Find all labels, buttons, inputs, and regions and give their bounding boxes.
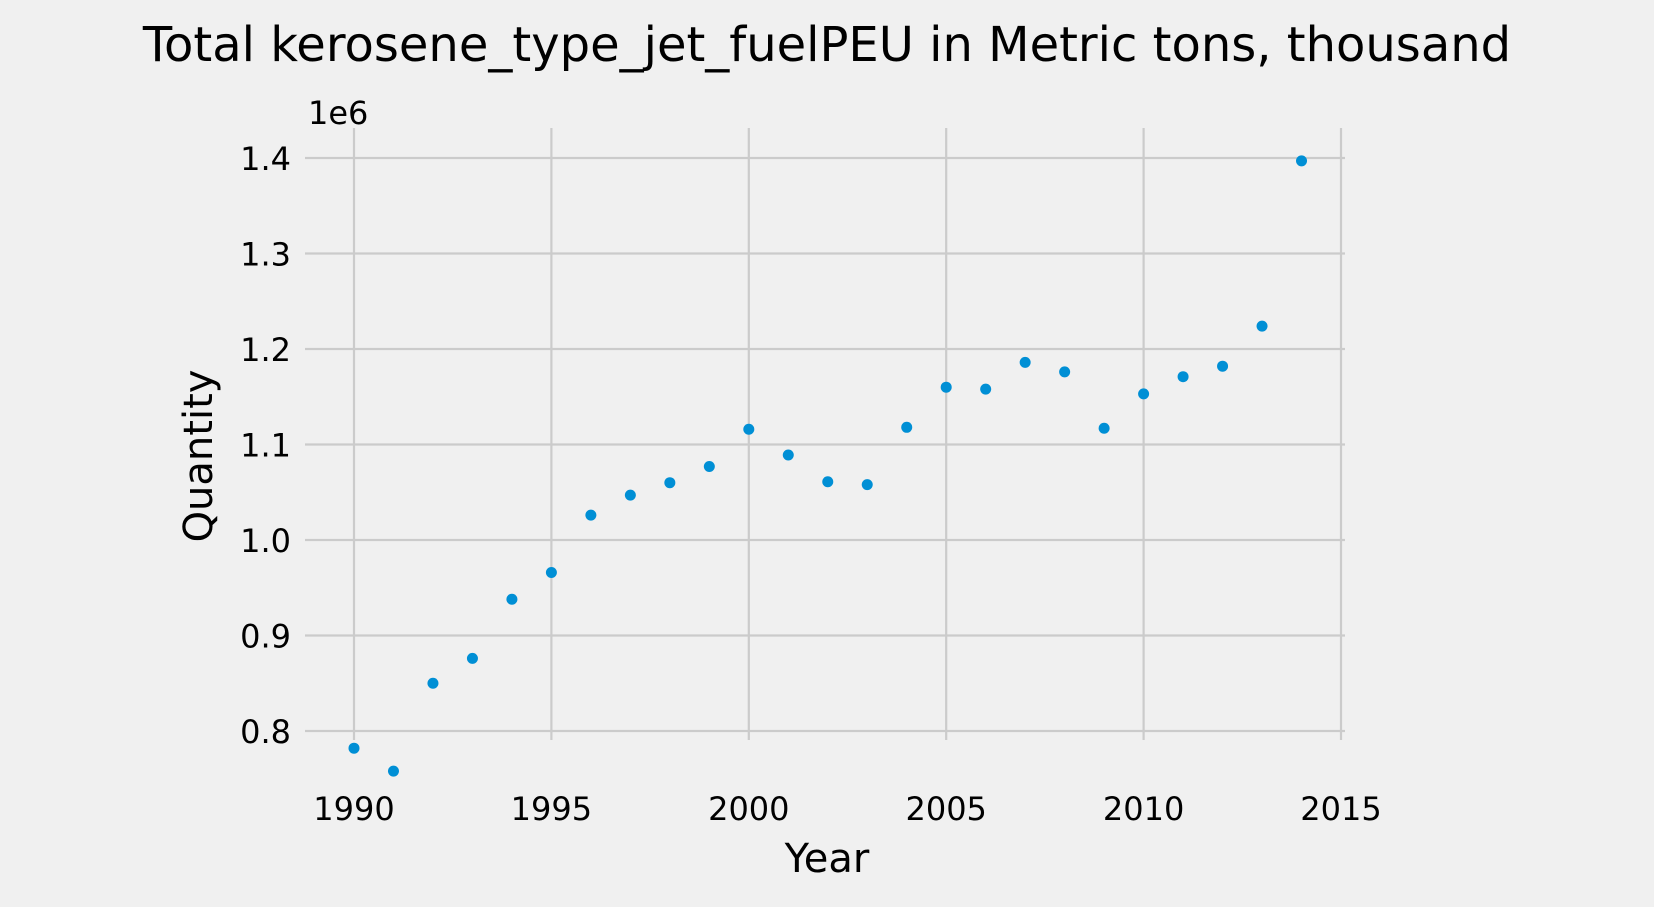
data-points (348, 155, 1308, 777)
data-point-1991 (387, 765, 399, 777)
y-offset-label: 1e6 (308, 94, 368, 132)
data-point-1992 (427, 677, 439, 689)
data-point-2002 (822, 476, 834, 488)
y-tick-label: 0.8 (240, 713, 291, 751)
data-point-2013 (1256, 320, 1268, 332)
data-point-2014 (1296, 155, 1308, 167)
data-point-2003 (861, 479, 873, 491)
data-point-2004 (901, 421, 913, 433)
y-tick-label: 0.9 (240, 618, 291, 656)
data-point-2001 (782, 449, 794, 461)
data-point-1995 (545, 566, 557, 578)
x-tick-label: 2010 (1103, 790, 1184, 828)
data-point-2008 (1059, 366, 1071, 378)
data-point-2012 (1217, 360, 1229, 372)
data-point-1998 (664, 477, 676, 489)
data-point-1994 (506, 593, 518, 605)
y-axis-label: Quantity (176, 370, 222, 543)
data-point-2010 (1138, 388, 1150, 400)
chart-title: Total kerosene_type_jet_fuelPEU in Metri… (142, 17, 1511, 73)
y-axis-ticks: 0.8 0.9 1.0 1.1 1.2 1.3 1.4 (240, 140, 291, 751)
data-point-2000 (743, 423, 755, 435)
x-tick-label: 2000 (708, 790, 789, 828)
data-point-1999 (703, 460, 715, 472)
data-point-2006 (980, 383, 992, 395)
y-tick-label: 1.3 (240, 236, 291, 274)
x-tick-label: 1995 (511, 790, 592, 828)
data-point-1993 (466, 652, 478, 664)
data-point-1996 (585, 509, 597, 521)
y-tick-label: 1.0 (240, 522, 291, 560)
x-tick-label: 2005 (905, 790, 986, 828)
x-tick-label: 1990 (313, 790, 394, 828)
data-point-1997 (624, 489, 636, 501)
data-point-1990 (348, 742, 360, 754)
x-axis-ticks: 1990 1995 2000 2005 2010 2015 (313, 790, 1381, 828)
y-tick-label: 1.2 (240, 331, 291, 369)
x-axis-label: Year (784, 836, 870, 882)
data-point-2005 (940, 381, 952, 393)
y-tick-label: 1.4 (240, 140, 291, 178)
data-point-2009 (1098, 422, 1110, 434)
data-point-2007 (1019, 356, 1031, 368)
y-tick-label: 1.1 (240, 427, 291, 465)
data-point-2011 (1177, 371, 1189, 383)
x-tick-label: 2015 (1300, 790, 1381, 828)
grid (305, 128, 1345, 740)
